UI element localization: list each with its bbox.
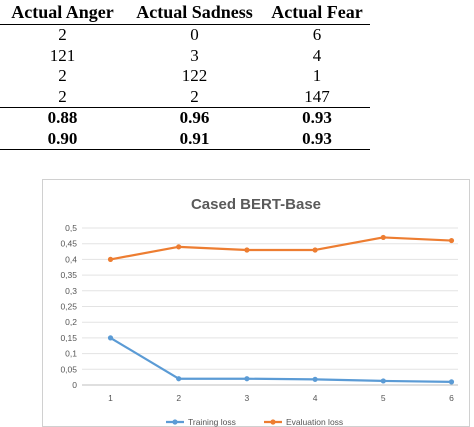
x-tick-label: 2: [176, 393, 181, 403]
legend: Training loss Evaluation loss: [166, 417, 343, 427]
table-row: 2 122 1: [0, 66, 370, 87]
y-tick-label: 0,15: [60, 333, 77, 343]
series-layer: [107, 234, 455, 385]
data-point: [176, 376, 182, 382]
data-point: [312, 247, 318, 253]
legend-label: Training loss: [188, 417, 236, 427]
data-point: [244, 376, 250, 382]
data-point: [448, 379, 455, 385]
y-tick-label: 0,5: [65, 223, 77, 233]
y-tick-label: 0,1: [65, 349, 77, 359]
x-tick-label: 6: [449, 393, 454, 403]
table-row-bold: 0.88 0.96 0.93: [0, 107, 370, 129]
x-tick-label: 5: [381, 393, 386, 403]
data-point: [107, 335, 114, 341]
confusion-table: Actual Anger Actual Sadness Actual Fear …: [0, 0, 370, 150]
series-line: [110, 236, 452, 261]
legend-swatch-marker: [270, 419, 276, 425]
table-cell: 0.88: [0, 107, 125, 129]
header-actual-anger: Actual Anger: [0, 0, 125, 25]
header-actual-fear: Actual Fear: [264, 0, 370, 25]
table-cell: 0.90: [0, 128, 125, 150]
table-cell: 0.93: [264, 128, 370, 150]
table-cell: 1: [312, 66, 322, 86]
data-point: [448, 237, 455, 244]
table-row: 2 0 6: [0, 25, 370, 46]
y-axis-ticks: 0 0,05 0,1 0,15 0,2 0,25 0,3 0,35 0,4 0,45 0,5: [60, 223, 77, 390]
table-row: 121 3 4: [0, 46, 370, 67]
table-cell: 2: [58, 25, 67, 45]
y-tick-label: 0,3: [65, 286, 77, 296]
table-row-bold: 0.90 0.91 0.93: [0, 128, 370, 150]
grid-layer: [82, 227, 458, 386]
table-cell: 3: [190, 45, 199, 65]
table-cell: 0.96: [125, 107, 264, 129]
y-tick-label: 0: [72, 380, 77, 390]
table-cell: 2: [58, 66, 67, 86]
data-point: [312, 376, 318, 382]
data-point: [107, 256, 114, 262]
y-tick-label: 0,05: [60, 364, 77, 374]
legend-swatch-marker: [172, 419, 178, 425]
table-cell: 0.93: [264, 107, 370, 129]
y-tick-label: 0,45: [60, 239, 77, 249]
loss-line-chart: Cased BERT-Base 0 0,05 0,1 0,15 0,2 0,25 0,3 0,…: [60, 196, 458, 427]
table-cell: 0.91: [125, 128, 264, 150]
table-cell: 121: [49, 45, 76, 65]
chart-frame: [42, 179, 470, 427]
chart-title: Cased BERT-Base: [191, 196, 321, 213]
table-cell: 147: [304, 86, 330, 106]
table-cell: 2: [190, 86, 199, 106]
table-cell: 4: [312, 45, 322, 65]
header-actual-sadness: Actual Sadness: [125, 0, 264, 25]
series-line: [109, 336, 452, 383]
table-cell: 122: [181, 66, 208, 86]
y-tick-label: 0,25: [60, 302, 77, 312]
x-tick-label: 3: [245, 393, 250, 403]
y-tick-label: 0,4: [65, 254, 77, 264]
x-tick-label: 1: [108, 393, 113, 403]
table-header-row: Actual Anger Actual Sadness Actual Fear: [0, 0, 370, 25]
data-point: [244, 247, 250, 253]
x-axis-ticks: 1 2 3 4 5 6: [108, 393, 454, 403]
table-cell: 6: [312, 25, 322, 45]
data-point: [176, 244, 182, 250]
table-row: 2 2 147: [0, 87, 370, 108]
y-tick-label: 0,2: [65, 317, 77, 327]
data-point: [380, 378, 386, 384]
legend-label: Evaluation loss: [286, 417, 343, 427]
data-point: [380, 234, 386, 241]
table-cell: 0: [190, 25, 199, 45]
table-cell: 2: [58, 86, 67, 106]
x-tick-label: 4: [313, 393, 318, 403]
y-tick-label: 0,35: [60, 270, 77, 280]
